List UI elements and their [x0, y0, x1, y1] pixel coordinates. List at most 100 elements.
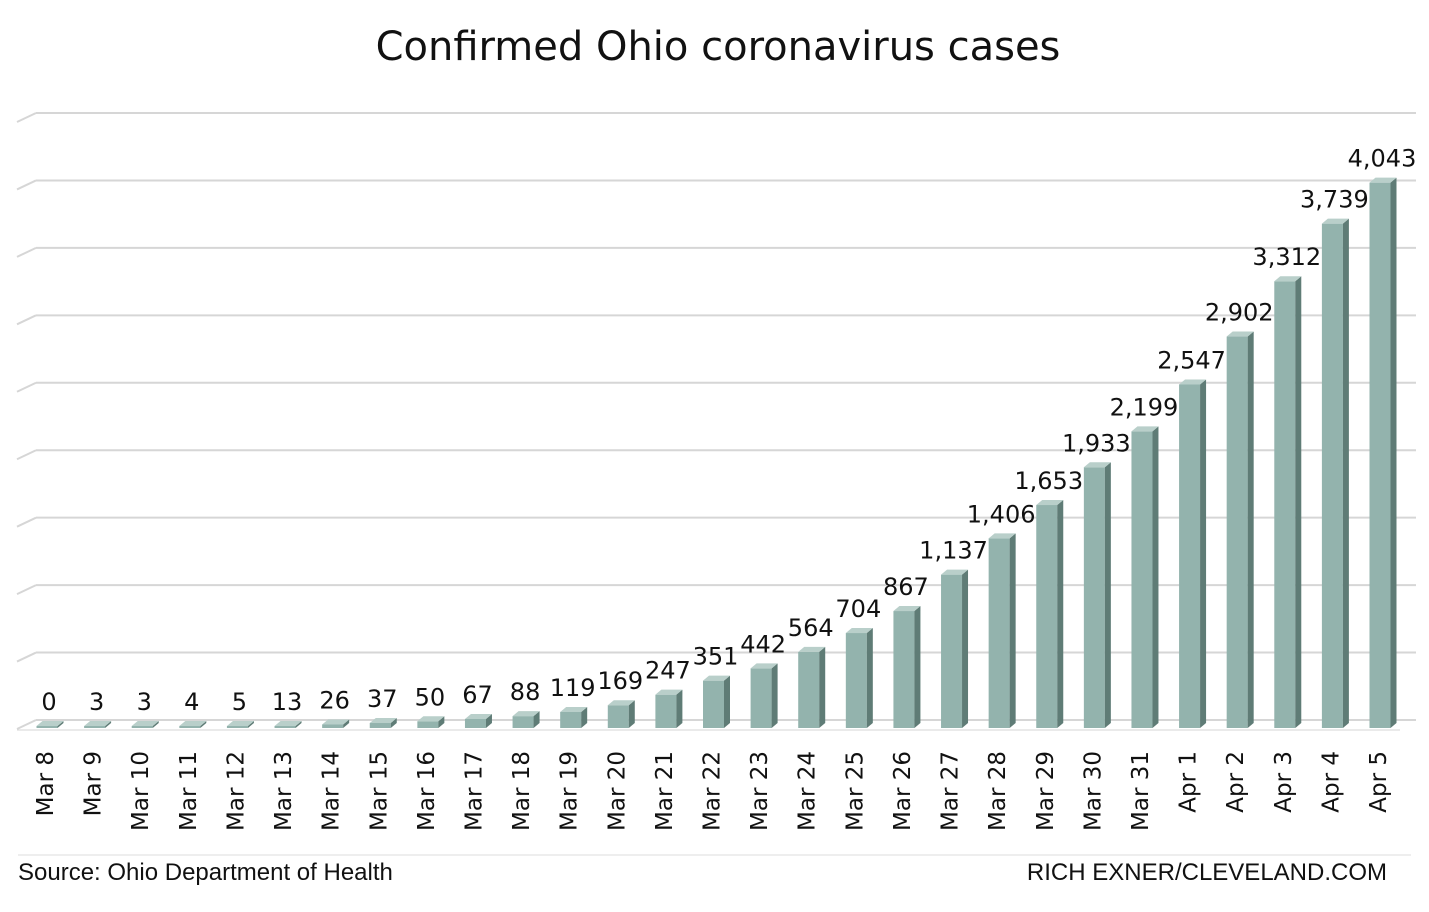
data-label: 1,137: [919, 537, 988, 565]
bar-top: [1083, 462, 1111, 468]
x-tick-label: Mar 12: [223, 751, 249, 831]
bar-front: [941, 574, 963, 728]
bar-side: [343, 719, 350, 728]
bar: [369, 718, 397, 728]
bar-side: [152, 721, 159, 728]
x-tick-label: Mar 17: [461, 751, 487, 831]
bar-top: [1274, 276, 1302, 282]
bar-top: [607, 700, 635, 706]
x-tick-label: Mar 9: [81, 751, 107, 816]
data-label: 442: [740, 630, 786, 658]
data-label: 26: [319, 686, 350, 714]
bar-side: [1009, 533, 1016, 728]
bar-side: [914, 606, 921, 728]
bar-front: [274, 726, 296, 728]
bar-top: [131, 721, 159, 726]
bar-side: [390, 718, 397, 728]
bar: [560, 706, 588, 728]
bar-side: [724, 675, 730, 728]
data-label: 3: [89, 688, 104, 716]
gridline: [16, 449, 1416, 461]
data-label: 4: [184, 688, 199, 716]
bar: [1274, 276, 1302, 728]
data-label: 564: [788, 614, 834, 642]
data-label: 2,547: [1157, 346, 1226, 374]
gridline: [16, 516, 1416, 528]
x-tick-label: Mar 23: [747, 751, 773, 831]
data-label: 1,653: [1014, 467, 1083, 495]
bar-top: [1369, 177, 1397, 183]
x-tick-label: Apr 2: [1223, 751, 1249, 813]
data-label: 50: [415, 683, 446, 711]
bar-top: [845, 628, 873, 634]
bar-front: [1083, 467, 1105, 728]
data-label: 2,902: [1205, 299, 1274, 327]
x-tick-label: Mar 10: [128, 751, 154, 831]
bar-side: [1390, 177, 1397, 728]
bar-side: [1200, 379, 1207, 728]
gridline: [16, 381, 1416, 393]
data-label: 867: [883, 573, 929, 601]
bar-side: [295, 721, 302, 728]
x-tick-label: Mar 27: [938, 751, 964, 831]
bar: [941, 569, 969, 728]
bar-top: [464, 713, 492, 719]
bar-side: [866, 628, 873, 728]
data-label: 67: [462, 681, 493, 709]
bar-top: [1036, 500, 1064, 506]
data-label: 3,739: [1300, 186, 1369, 214]
bar-side: [1295, 276, 1302, 728]
bar: [1321, 218, 1349, 728]
bar-front: [798, 651, 820, 728]
bar-front: [1321, 223, 1343, 728]
x-tick-label: Apr 3: [1271, 751, 1297, 813]
bar-side: [438, 716, 445, 728]
x-tick-label: Mar 20: [604, 751, 630, 831]
bar: [417, 716, 445, 728]
bar-front: [464, 718, 486, 728]
bar-front: [1369, 182, 1391, 728]
bar: [655, 689, 683, 728]
bar-front: [607, 705, 629, 728]
x-tick-label: Mar 8: [33, 751, 59, 816]
bar: [512, 711, 540, 728]
bar-side: [1057, 500, 1064, 728]
bar-front: [417, 721, 439, 728]
bar-side: [819, 646, 826, 728]
x-tick-label: Mar 21: [652, 751, 678, 831]
x-tick-label: Apr 1: [1176, 751, 1202, 813]
bar-front: [36, 726, 58, 728]
data-label: 5: [232, 688, 247, 716]
bar-top: [226, 721, 254, 726]
bar-front: [750, 668, 772, 728]
bar-front: [1036, 505, 1058, 728]
gridline: [16, 179, 1416, 191]
bar-side: [533, 711, 540, 728]
bar-front: [226, 726, 248, 728]
bar-side: [1152, 426, 1159, 728]
data-label: 2,199: [1110, 393, 1179, 421]
x-tick-label: Mar 28: [985, 751, 1011, 831]
bar: [1083, 462, 1111, 728]
gridline: [16, 246, 1416, 258]
bar-front: [131, 726, 153, 728]
bar-side: [581, 706, 588, 728]
x-tick-label: Mar 14: [319, 751, 345, 831]
bar-top: [988, 533, 1016, 539]
bar-top: [703, 675, 730, 681]
bar: [988, 533, 1016, 728]
x-axis-tick-labels: Mar 8 Mar 9 Mar 10 Mar 11 Mar 12 Mar 13 Mar 14…: [33, 751, 1392, 831]
bar-side: [1104, 462, 1111, 728]
x-tick-label: Mar 26: [890, 751, 916, 831]
bar: [226, 721, 254, 728]
x-tick-label: Mar 19: [557, 751, 583, 831]
data-label: 1,406: [967, 500, 1036, 528]
x-tick-label: Mar 29: [1033, 751, 1059, 831]
x-tick-label: Apr 4: [1318, 751, 1344, 813]
bar: [464, 713, 492, 728]
chart-title: Confirmed Ohio coronavirus cases: [376, 24, 1061, 70]
bar-side: [200, 721, 207, 728]
data-label: 704: [835, 595, 881, 623]
bar-top: [1226, 331, 1254, 337]
